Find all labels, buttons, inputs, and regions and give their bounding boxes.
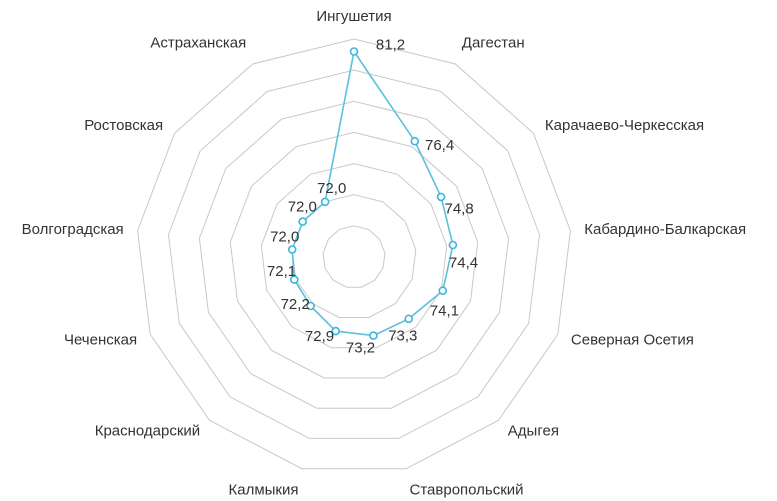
category-labels: Ингушетия Дагестан Карачаево-Черкесская Каб… <box>22 8 746 498</box>
data-point <box>448 240 458 250</box>
series-line <box>291 49 454 337</box>
data-point <box>289 275 299 284</box>
category-label: Карачаево-Черкесская <box>545 117 704 134</box>
category-label: Волгоградская <box>22 221 124 238</box>
data-point <box>349 47 359 56</box>
grid-ring <box>167 69 541 439</box>
data-label: 74,1 <box>430 302 459 319</box>
category-label: Краснодарский <box>95 423 200 440</box>
data-label: 74,4 <box>449 254 478 271</box>
category-label: Адыгея <box>508 423 559 440</box>
category-label: Ростовская <box>84 117 163 134</box>
data-label: 72,0 <box>270 228 299 245</box>
data-labels: 81,2 76,4 74,8 74,4 74,1 73,3 73,2 72,9 72,2 72,1… <box>267 37 478 357</box>
data-point <box>331 326 341 336</box>
data-label: 72,2 <box>281 296 310 313</box>
data-label: 72,0 <box>317 180 346 197</box>
grid-ring <box>198 100 510 409</box>
data-label: 72,0 <box>288 199 317 216</box>
data-point <box>404 314 414 324</box>
category-label: Дагестан <box>462 35 525 52</box>
category-label: Калмыкия <box>229 481 299 498</box>
radar-grid <box>137 38 571 470</box>
data-label: 74,8 <box>444 200 473 217</box>
data-label: 73,2 <box>346 340 375 357</box>
grid-ring <box>322 225 386 288</box>
data-label: 72,9 <box>305 328 334 345</box>
grid-ring <box>229 131 479 379</box>
data-label: 81,2 <box>376 37 405 54</box>
category-label: Северная Осетия <box>571 331 694 348</box>
data-label: 73,3 <box>388 328 417 345</box>
category-label: Кабардино-Балкарская <box>584 221 746 238</box>
data-point <box>320 197 330 207</box>
data-point <box>438 286 448 296</box>
data-point <box>306 301 315 311</box>
data-label: 76,4 <box>425 137 454 154</box>
data-point <box>410 136 420 146</box>
data-point <box>369 331 378 340</box>
category-label: Астраханская <box>150 35 246 52</box>
data-label: 72,1 <box>267 263 296 280</box>
radar-series <box>287 47 458 340</box>
grid-ring <box>137 38 571 470</box>
data-point <box>287 245 297 254</box>
data-point <box>298 217 308 226</box>
data-point <box>436 192 446 202</box>
category-label: Чеченская <box>64 331 137 348</box>
category-label: Ингушетия <box>316 8 391 25</box>
category-label: Ставропольский <box>410 481 524 498</box>
grid-ring <box>260 163 448 349</box>
